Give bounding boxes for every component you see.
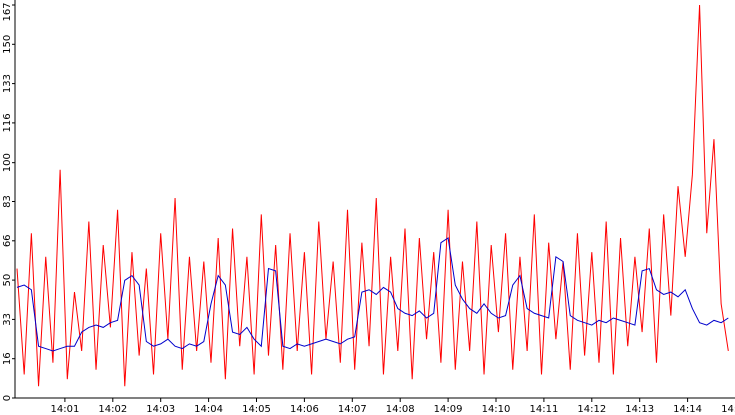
x-tick-label: 14:13 [625, 404, 654, 415]
series-line [16, 4, 729, 387]
y-tick-label: 33 [2, 313, 13, 326]
y-tick-label: 133 [2, 74, 13, 93]
x-tick-label: 14:08 [386, 404, 415, 415]
x-tick-label: 14:01 [50, 404, 79, 415]
x-tick-label: 14:11 [529, 404, 558, 415]
x-tick-label: 14:09 [434, 404, 463, 415]
x-tick-label: 14:06 [290, 404, 319, 415]
y-tick-label: 116 [2, 113, 13, 132]
y-tick-label: 50 [2, 274, 13, 287]
x-tick-label: 14:02 [98, 404, 127, 415]
y-tick-label: 16 [2, 352, 13, 365]
x-tick-label: 14:04 [194, 404, 223, 415]
y-tick-label: 83 [2, 195, 13, 208]
x-tick-label: 14:12 [577, 404, 606, 415]
series-line [16, 237, 729, 352]
x-tick-label: 14:05 [242, 404, 271, 415]
x-tick-label: 14:10 [482, 404, 511, 415]
x-tick-label: 14:14 [673, 404, 702, 415]
y-tick-label: 150 [2, 35, 13, 54]
y-tick-label: 66 [2, 234, 13, 247]
y-tick-label: 0 [2, 395, 13, 401]
x-tick-label: 14:07 [338, 404, 367, 415]
y-tick-label: 167 [2, 2, 13, 21]
x-tick-label: 14:03 [146, 404, 175, 415]
y-tick-label: 100 [2, 153, 13, 172]
x-tick-label: 14:15 [721, 404, 735, 415]
